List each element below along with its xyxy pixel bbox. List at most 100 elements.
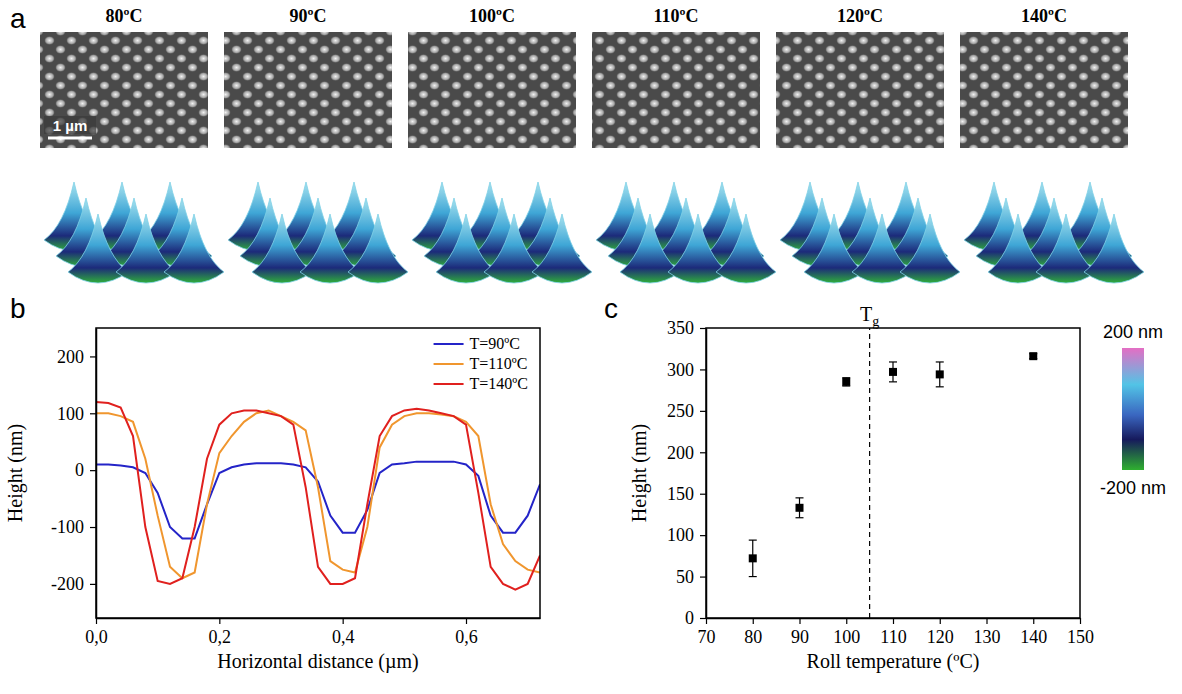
tick-label: 140	[1020, 627, 1047, 647]
panel-a: a80ºC90ºC100ºC110ºC120ºC140ºC1 µm	[10, 3, 1144, 283]
tick-mark	[96, 618, 97, 624]
tick: 100	[833, 618, 860, 647]
tick-mark	[1080, 618, 1081, 624]
tick-label: 100	[57, 404, 84, 424]
error-bar-cap	[749, 576, 757, 577]
scale-bar	[48, 137, 92, 140]
tick: -100	[51, 517, 96, 537]
series-line	[96, 402, 540, 590]
sem-image	[408, 32, 576, 148]
tick-mark	[893, 618, 894, 624]
scale-bar-label: 1 µm	[53, 117, 88, 134]
tick: 90	[791, 618, 809, 647]
tick-mark	[986, 618, 987, 624]
tick-mark	[90, 527, 96, 528]
x-axis: 0,00,20,40,6	[85, 618, 540, 647]
legend-label: T=110ºC	[470, 355, 528, 372]
error-bar-cap	[796, 517, 804, 518]
tick-mark	[753, 618, 754, 624]
error-bar	[889, 362, 897, 382]
legend: T=90ºCT=110ºCT=140ºC	[434, 335, 528, 392]
panel-letter: b	[10, 293, 26, 324]
data-point	[1029, 352, 1037, 360]
surface-peak	[1084, 214, 1144, 283]
plot-frame	[706, 328, 1080, 618]
tick-label: 50	[676, 567, 694, 587]
panel-title: 120ºC	[837, 6, 883, 26]
tick-label: 150	[1067, 627, 1094, 647]
tick-mark	[846, 618, 847, 624]
legend-item: T=110ºC	[434, 355, 528, 372]
tick: 250	[667, 401, 706, 421]
tick-label: 0,2	[209, 627, 232, 647]
tick-mark	[700, 369, 706, 370]
sem-image	[592, 32, 760, 148]
legend-swatch	[434, 383, 464, 385]
tick-mark	[700, 411, 706, 412]
tick-label: 130	[974, 627, 1001, 647]
tick-label: 80	[744, 627, 762, 647]
data-point	[842, 378, 850, 386]
tick-mark	[90, 470, 96, 471]
scale-bar-ground	[44, 116, 96, 134]
tick-mark	[700, 328, 706, 329]
surface-render	[228, 182, 408, 283]
panel-c: c708090100110120130140150050100150200250…	[604, 293, 1094, 673]
annotation-label: Tg	[860, 303, 879, 329]
tick-label: 90	[791, 627, 809, 647]
data-point	[889, 368, 897, 376]
surface-peak	[900, 214, 960, 283]
figure: a80ºC90ºC100ºC110ºC120ºC140ºC1 µm200 nm-…	[0, 0, 1182, 694]
tick-label: 200	[57, 347, 84, 367]
error-bar-cap	[889, 361, 897, 362]
error-bar-cap	[889, 381, 897, 382]
tick: 110	[880, 618, 906, 647]
tick: 350	[667, 318, 706, 338]
error-bar	[936, 362, 944, 387]
error-bar-cap	[936, 361, 944, 362]
sem-image	[40, 32, 208, 148]
plot-area	[749, 328, 1038, 618]
y-axis-title: Height (nm)	[628, 424, 651, 522]
tick-label: 300	[667, 360, 694, 380]
annotation-subscript: g	[872, 314, 879, 329]
tick-label: -100	[51, 517, 84, 537]
tick-label: 250	[667, 401, 694, 421]
tick-mark	[700, 618, 706, 619]
tick-mark	[700, 494, 706, 495]
tick-mark	[940, 618, 941, 624]
x-axis: 70 80 90 100 110 120 130 140 150	[698, 618, 1095, 647]
panel-title: 110ºC	[654, 6, 699, 26]
tick: 140	[1020, 618, 1047, 647]
surface-peak	[532, 214, 592, 283]
tick-label: 0,4	[332, 627, 355, 647]
tick: 50	[676, 567, 706, 587]
tick-mark	[219, 618, 220, 624]
tick-label: 0	[75, 460, 84, 480]
sem-image	[776, 32, 944, 148]
y-axis: 050100150200250300350	[667, 318, 707, 628]
tick: 0,2	[209, 618, 232, 647]
tick: 120	[927, 618, 954, 647]
tick: 150	[667, 484, 706, 504]
tick-label: 0	[685, 608, 694, 628]
tick-label: 0,6	[455, 627, 478, 647]
panel-title: 100ºC	[469, 6, 515, 26]
tick-label: 120	[927, 627, 954, 647]
tick-label: 70	[698, 627, 716, 647]
error-bar-cap	[749, 540, 757, 541]
surface-render	[412, 182, 592, 283]
y-axis-title: Height (nm)	[4, 424, 27, 522]
tick-mark	[1033, 618, 1034, 624]
tick: 130	[974, 618, 1001, 647]
legend-item: T=90ºC	[434, 335, 520, 352]
legend-swatch	[434, 363, 464, 365]
tick-mark	[706, 618, 707, 624]
tick-mark	[799, 618, 800, 624]
panel-title: 80ºC	[106, 6, 143, 26]
tick: -200	[51, 574, 96, 594]
annotation-line	[869, 328, 870, 618]
tick: 300	[667, 360, 706, 380]
tick: 150	[1067, 618, 1094, 647]
tick: 0,6	[455, 618, 478, 647]
